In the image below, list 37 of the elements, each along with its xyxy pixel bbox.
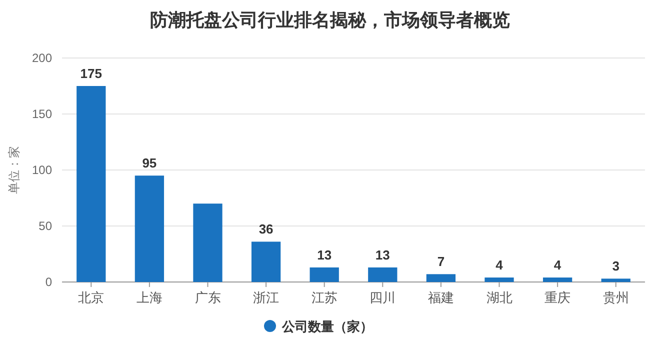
x-tick-label: 福建	[428, 290, 454, 305]
y-tick-label: 200	[32, 51, 52, 65]
data-label: 36	[258, 222, 274, 237]
y-axis-title: 单位：家	[7, 146, 21, 194]
data-label: 13	[375, 247, 390, 262]
y-tick-label: 100	[32, 163, 52, 177]
data-label: 175	[80, 66, 102, 81]
bar	[310, 267, 339, 282]
chart-title: 防潮托盘公司行业排名揭秘，市场领导者概览	[150, 10, 510, 30]
y-tick-label: 50	[38, 219, 52, 233]
data-label: 4	[554, 258, 562, 273]
legend-label: 公司数量（家）	[281, 319, 373, 334]
bar	[601, 278, 630, 282]
data-label: 95	[142, 156, 157, 171]
x-tick-label: 江苏	[311, 290, 338, 305]
bar	[251, 242, 281, 282]
y-tick-label: 0	[45, 275, 52, 289]
data-label: 4	[496, 258, 504, 273]
data-label: 13	[317, 247, 332, 262]
x-tick-label: 重庆	[544, 290, 571, 305]
bar	[426, 274, 456, 282]
x-tick-label: 广东	[194, 290, 221, 305]
y-tick-label: 150	[32, 107, 52, 121]
bar	[542, 278, 572, 282]
bar	[368, 267, 398, 282]
x-tick-label: 贵州	[602, 290, 629, 305]
x-tick-label: 四川	[370, 290, 396, 305]
x-tick-label: 湖北	[486, 290, 512, 305]
x-tick-label: 北京	[78, 290, 104, 305]
bar	[134, 176, 164, 282]
x-tick-label: 上海	[136, 290, 162, 305]
bar	[484, 278, 514, 282]
bar	[76, 86, 106, 282]
bar	[193, 204, 222, 282]
data-label: 3	[612, 258, 620, 274]
data-label: 7	[437, 254, 445, 270]
x-tick-label: 浙江	[253, 290, 280, 305]
